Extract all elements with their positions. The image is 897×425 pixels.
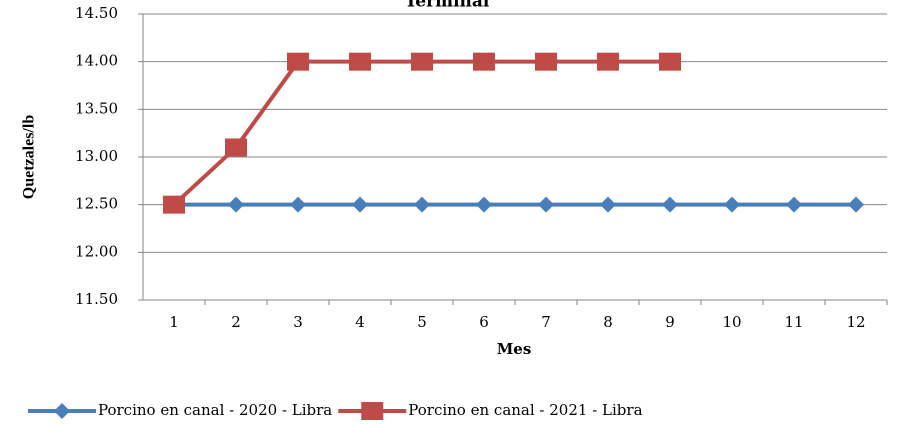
marker [659, 52, 681, 71]
y-tick-label: 11.50 [75, 290, 118, 308]
marker [662, 196, 678, 213]
chart-title: Terminal [405, 0, 490, 12]
marker [476, 196, 492, 213]
x-tick-label: 6 [479, 313, 489, 331]
marker [848, 196, 864, 213]
marker [352, 196, 368, 213]
marker [411, 52, 433, 71]
marker [287, 52, 309, 71]
marker [290, 196, 306, 213]
x-tick-label: 5 [417, 313, 427, 331]
marker [54, 403, 70, 419]
y-tick-label: 12.00 [75, 242, 118, 260]
x-tick-label: 11 [784, 313, 803, 331]
marker [786, 196, 802, 213]
marker [597, 52, 619, 71]
x-tick-label: 7 [541, 313, 551, 331]
y-axis-label: Quetzales/lb [21, 115, 38, 200]
legend-label: Porcino en canal - 2020 - Libra [98, 401, 332, 419]
x-tick-label: 2 [231, 313, 241, 331]
marker [535, 52, 557, 71]
y-tick-label: 14.50 [75, 4, 118, 22]
marker [414, 196, 430, 213]
x-tick-label: 1 [169, 313, 179, 331]
x-tick-label: 9 [665, 313, 675, 331]
x-tick-label: 12 [846, 313, 865, 331]
marker [228, 196, 244, 213]
marker [724, 196, 740, 213]
x-axis-label: Mes [497, 340, 532, 358]
marker [361, 402, 384, 420]
marker [538, 196, 554, 213]
x-tick-label: 3 [293, 313, 303, 331]
x-tick-label: 4 [355, 313, 365, 331]
series-line [172, 59, 670, 207]
marker [225, 138, 247, 157]
legend-label: Porcino en canal - 2021 - Libra [408, 401, 642, 419]
x-tick-label: 10 [722, 313, 741, 331]
x-tick-label: 8 [603, 313, 613, 331]
marker [163, 195, 185, 214]
marker [473, 52, 495, 71]
y-tick-label: 14.00 [75, 52, 118, 70]
y-tick-label: 12.50 [75, 195, 118, 213]
marker [349, 52, 371, 71]
y-tick-label: 13.00 [75, 147, 118, 165]
marker [600, 196, 616, 213]
y-tick-label: 13.50 [75, 99, 118, 117]
